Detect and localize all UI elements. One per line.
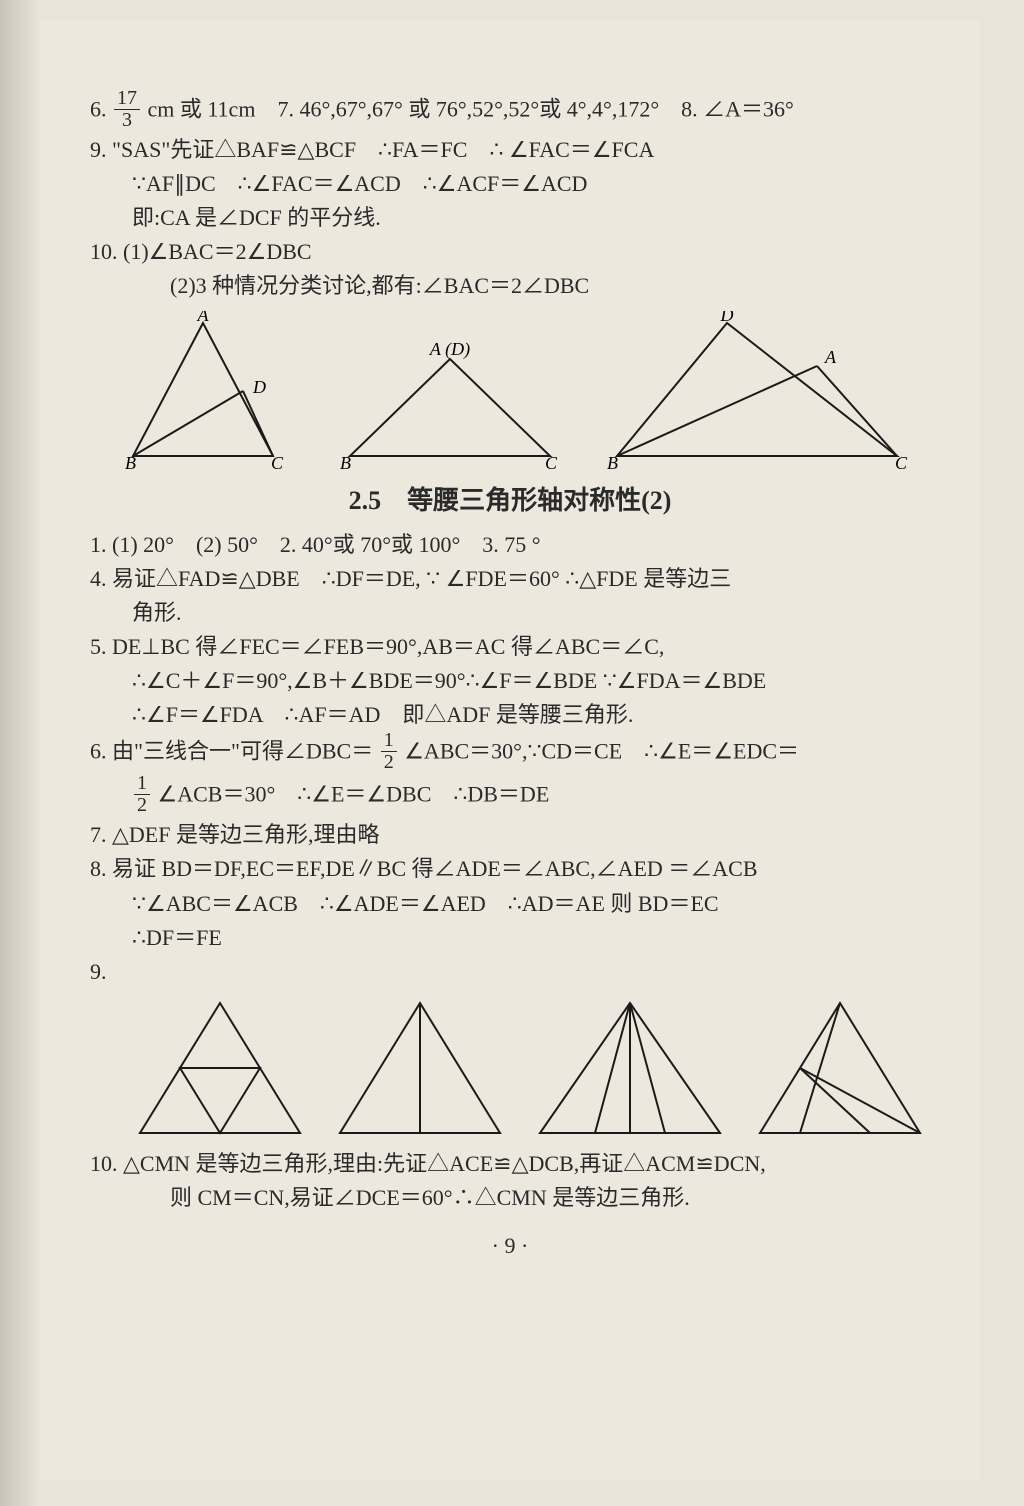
label-b2: B — [340, 453, 351, 471]
m-q1: 1. (1) 20° (2) 50° 2. 40°或 70°或 100° 3. … — [90, 528, 930, 562]
q6-num: 6. — [90, 97, 112, 122]
page-content: 6. 17 3 cm 或 11cm 7. 46°,67°,67° 或 76°,5… — [40, 20, 980, 1480]
q6-rest: cm 或 11cm 7. 46°,67°,67° 或 76°,52°,52°或 … — [148, 97, 794, 122]
m-q10-l2: 则 CM＝CN,易证∠DCE＝60°∴△CMN 是等边三角形. — [90, 1181, 930, 1215]
m-q8-l3: ∴DF＝FE — [90, 921, 930, 955]
label-c3: C — [895, 453, 908, 471]
page-number: · 9 · — [90, 1229, 930, 1263]
label-d: D — [252, 377, 266, 397]
section-heading: 2.5 等腰三角形轴对称性(2) — [90, 481, 930, 521]
label-c: C — [271, 453, 284, 471]
q6-frac1: 1 2 — [381, 730, 397, 773]
label-a3: A — [824, 347, 837, 367]
m-q9: 9. — [90, 955, 930, 989]
q9-l3: 即:CA 是∠DCF 的平分线. — [90, 201, 930, 235]
q6-top: 6. 17 3 cm 或 11cm 7. 46°,67°,67° 或 76°,5… — [90, 90, 930, 133]
m-q7: 7. △DEF 是等边三角形,理由略 — [90, 818, 930, 852]
triangle-diagrams-bottom — [130, 993, 930, 1143]
q10-l2: (2)3 种情况分类讨论,都有:∠BAC＝2∠DBC — [90, 269, 930, 303]
m-q5-l3: ∴∠F＝∠FDA ∴AF＝AD 即△ADF 是等腰三角形. — [90, 698, 930, 732]
m-q8-l2: ∵∠ABC＝∠ACB ∴∠ADE＝∠AED ∴AD＝AE 则 BD＝EC — [90, 887, 930, 921]
tri-b4 — [750, 993, 930, 1143]
label-c2: C — [545, 453, 558, 471]
f1n: 1 — [381, 730, 397, 752]
q10-l1: 10. (1)∠BAC＝2∠DBC — [90, 235, 930, 269]
triangle-2: A (D) B C — [330, 341, 570, 471]
m-q6-l2: 1 2 ∠ACB＝30° ∴∠E＝∠DBC ∴DB＝DE — [90, 775, 930, 818]
q6-pre: 6. 由"三线合一"可得∠DBC＝ — [90, 739, 373, 764]
m-q4-l1: 4. 易证△FAD≌△DBE ∴DF＝DE, ∵ ∠FDE＝60° ∴△FDE … — [90, 562, 930, 596]
label-a: A — [197, 311, 210, 325]
tri-b2 — [330, 993, 510, 1143]
q6-post: ∠ACB＝30° ∴∠E＝∠DBC ∴DB＝DE — [158, 782, 550, 807]
q6-mid: ∠ABC＝30°,∵CD＝CE ∴∠E＝∠EDC＝ — [404, 739, 799, 764]
q6-frac2: 1 2 — [134, 773, 150, 816]
f1d: 2 — [381, 752, 397, 773]
m-q6-l1: 6. 由"三线合一"可得∠DBC＝ 1 2 ∠ABC＝30°,∵CD＝CE ∴∠… — [90, 732, 930, 775]
label-d3: D — [719, 311, 733, 325]
label-b: B — [125, 453, 136, 471]
m-q10-l1: 10. △CMN 是等边三角形,理由:先证△ACE≌△DCB,再证△ACM≌DC… — [90, 1147, 930, 1181]
f2d: 2 — [134, 795, 150, 816]
triangle-1: A D B C — [103, 311, 303, 471]
triangle-3: D A B C — [597, 311, 917, 471]
label-ad: A (D) — [429, 341, 470, 360]
m-q5-l2: ∴∠C＋∠F＝90°,∠B＋∠BDE＝90°∴∠F＝∠BDE ∵∠FDA＝∠BD… — [90, 664, 930, 698]
m-q8-l1: 8. 易证 BD＝DF,EC＝EF,DE∥BC 得∠ADE＝∠ABC,∠AED … — [90, 852, 930, 886]
q9-l2: ∵AF∥DC ∴∠FAC＝∠ACD ∴∠ACF＝∠ACD — [90, 167, 930, 201]
q6-fraction: 17 3 — [114, 88, 140, 131]
triangle-diagrams-top: A D B C A (D) B C D A B C — [90, 311, 930, 471]
m-q5-l1: 5. DE⊥BC 得∠FEC＝∠FEB＝90°,AB＝AC 得∠ABC＝∠C, — [90, 630, 930, 664]
f2n: 1 — [134, 773, 150, 795]
tri-b3 — [530, 993, 730, 1143]
frac-den: 3 — [114, 110, 140, 131]
label-b3: B — [607, 453, 618, 471]
q9-l1: 9. "SAS"先证△BAF≌△BCF ∴FA＝FC ∴ ∠FAC＝∠FCA — [90, 133, 930, 167]
m-q4-l2: 角形. — [90, 596, 930, 630]
tri-b1 — [130, 993, 310, 1143]
frac-num: 17 — [114, 88, 140, 110]
